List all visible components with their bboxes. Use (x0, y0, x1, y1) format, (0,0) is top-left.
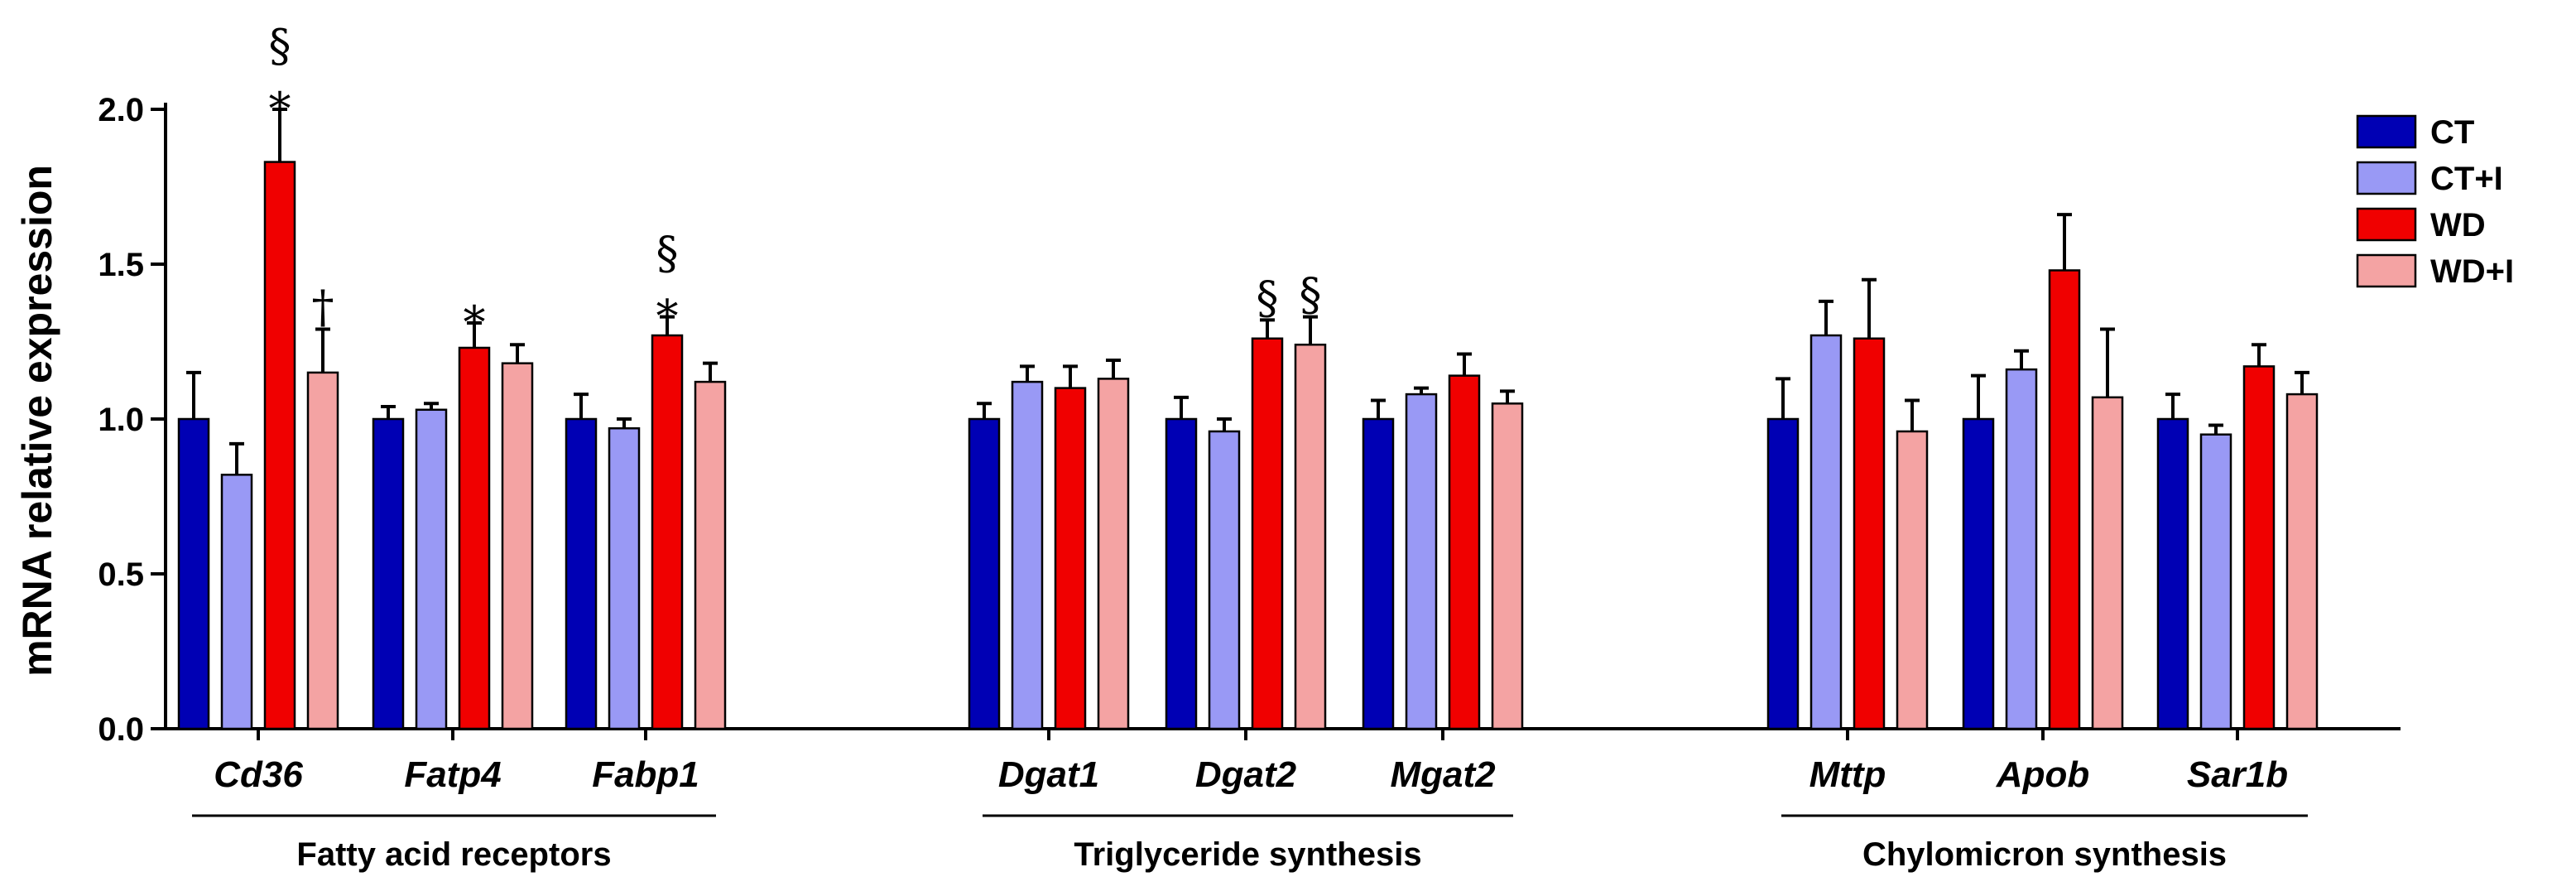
x-category-label: Fabp1 (592, 754, 699, 795)
significance-marker: † (312, 282, 334, 334)
bar-ctplus-i-fabp1 (608, 426, 641, 730)
legend-swatch (2356, 253, 2417, 288)
bar-wd-apob (2048, 269, 2081, 730)
group-label: Chylomicron synthesis (1862, 836, 2227, 873)
bar-wd-sar1b (2242, 365, 2276, 730)
y-tick-label: 0.5 (98, 556, 144, 593)
x-category-label: Apob (1996, 754, 2089, 795)
legend-label: CT (2430, 114, 2474, 151)
axes: 0.0 0.5 1.0 1.5 2.0 (98, 92, 2401, 748)
bar-ctplus-i-apob (2005, 368, 2038, 730)
legend-label: WD+I (2430, 253, 2514, 290)
group-label: Triglyceride synthesis (1074, 836, 1421, 873)
bar-ctplus-i-mgat2 (1405, 393, 1438, 730)
bar-wdplus-i-fatp4 (501, 362, 534, 730)
bar-wdplus-i-mgat2 (1491, 402, 1524, 730)
bar-ctplus-i-fatp4 (415, 408, 448, 730)
x-category-label: Fatp4 (404, 754, 501, 795)
bar-ct-mttp (1766, 417, 1800, 730)
legend-label: WD (2430, 207, 2486, 243)
legend: CT CT+I WD WD+I (2356, 114, 2514, 290)
bar-ct-apob (1962, 417, 1995, 730)
bar-wdplus-i-dgat1 (1097, 378, 1130, 730)
bar-wd-cd36 (263, 161, 296, 730)
bar-ctplus-i-dgat1 (1011, 380, 1044, 730)
bar-ct-dgat2 (1165, 417, 1198, 730)
legend-label: CT+I (2430, 161, 2503, 197)
significance-marker: § (1300, 269, 1322, 321)
bar-wdplus-i-dgat2 (1294, 343, 1327, 730)
bar-ct-fabp1 (565, 417, 598, 730)
x-category-label: Mgat2 (1390, 754, 1496, 795)
significance-marker: * (656, 291, 679, 343)
significance-marker: * (269, 83, 291, 135)
bar-ct-cd36 (177, 417, 210, 730)
bar-ct-fatp4 (372, 417, 405, 730)
y-tick-label: 1.5 (98, 247, 144, 283)
bar-wd-dgat2 (1251, 337, 1284, 730)
bar-ctplus-i-sar1b (2199, 433, 2232, 730)
group-label: Fatty acid receptors (296, 836, 611, 873)
bar-ctplus-i-cd36 (220, 474, 253, 730)
legend-swatch (2356, 207, 2417, 242)
x-category-label: Mttp (1809, 754, 1886, 795)
bar-wdplus-i-cd36 (306, 371, 339, 730)
significance-marker: § (656, 228, 679, 280)
bar-wd-mttp (1853, 337, 1886, 730)
error-bars (186, 108, 2309, 475)
bar-ctplus-i-dgat2 (1208, 430, 1241, 730)
x-category-label: Cd36 (214, 754, 303, 795)
bar-ctplus-i-mttp (1809, 334, 1843, 730)
x-category-label: Sar1b (2187, 754, 2288, 795)
significance-marker: § (1257, 272, 1279, 324)
y-axis-label: mRNA relative expression (14, 165, 60, 677)
legend-swatch (2356, 114, 2417, 149)
bar-wd-mgat2 (1448, 374, 1481, 730)
bar-wdplus-i-mttp (1896, 430, 1929, 730)
y-tick-label: 2.0 (98, 92, 144, 128)
x-axis-categories: Cd36 Fatp4 Fabp1 Dgat1 Dgat2 Mgat2 Mttp Apob Sar… (214, 754, 2288, 795)
y-tick-label: 0.0 (98, 711, 144, 748)
bar-wdplus-i-sar1b (2285, 393, 2319, 730)
significance-annotations: * § † * * § § § (269, 20, 1322, 349)
bar-wdplus-i-fabp1 (694, 380, 727, 730)
y-tick-label: 1.0 (98, 402, 144, 438)
bar-wd-fabp1 (651, 334, 684, 730)
bar-wd-dgat1 (1054, 387, 1087, 730)
x-category-label: Dgat2 (1195, 754, 1297, 795)
category-groups: Fatty acid receptors Triglyceride synthes… (192, 814, 2308, 873)
bar-ct-sar1b (2156, 417, 2189, 730)
bar-ct-mgat2 (1362, 417, 1395, 730)
x-category-label: Dgat1 (998, 754, 1099, 795)
bars (177, 161, 2319, 730)
bar-wd-fatp4 (458, 346, 491, 730)
bar-ct-dgat1 (968, 417, 1001, 730)
legend-swatch (2356, 161, 2417, 195)
bar-wdplus-i-apob (2091, 396, 2124, 730)
significance-marker: * (464, 296, 486, 349)
significance-marker: § (269, 20, 291, 72)
